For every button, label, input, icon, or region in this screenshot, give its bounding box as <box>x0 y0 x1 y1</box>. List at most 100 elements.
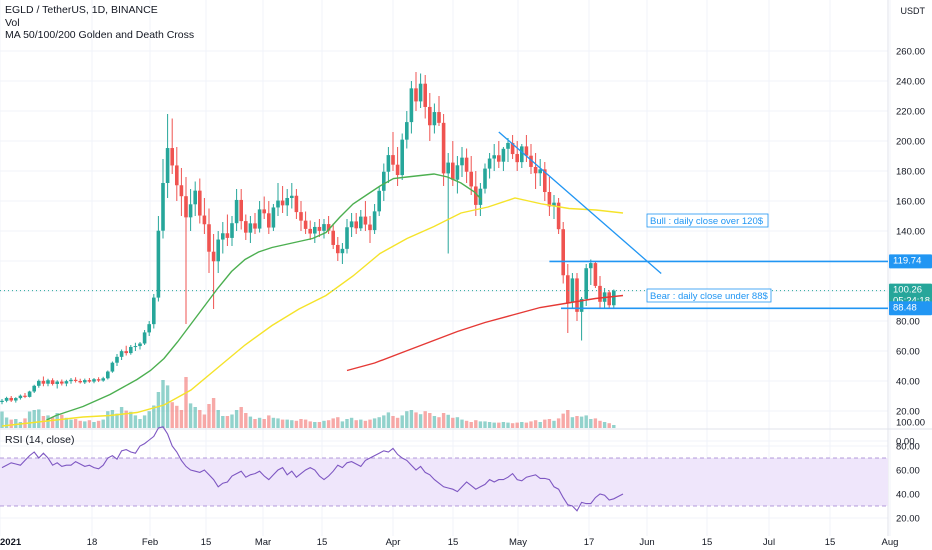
ma50-line <box>46 173 482 421</box>
candle-body <box>363 216 368 225</box>
candle-body <box>561 229 565 276</box>
volume-bar <box>547 419 552 428</box>
volume-bar <box>386 412 391 428</box>
volume-bar <box>441 413 446 428</box>
candle-body <box>547 192 552 207</box>
bull-annotation: Bull : daily close over 120$ <box>650 216 764 227</box>
candle-body <box>607 292 611 306</box>
volume-bar <box>598 420 602 428</box>
price-tick: 200.00 <box>896 137 925 148</box>
volume-bar <box>612 425 616 428</box>
candle-body <box>377 190 381 212</box>
candle-body <box>175 165 179 186</box>
price-tick: 260.00 <box>896 47 925 58</box>
volume-bar <box>593 418 598 428</box>
volume-bar <box>92 422 96 428</box>
annotations: Bull : daily close over 120$ Bear : daily… <box>0 131 888 310</box>
candle-body <box>115 356 119 363</box>
candle-body <box>147 324 151 333</box>
volume-bar <box>230 414 234 428</box>
volume-bar <box>115 413 119 428</box>
volume-bar <box>464 420 469 428</box>
volume-bar <box>267 415 271 428</box>
candle-body <box>92 379 96 382</box>
volume-bar <box>520 422 524 428</box>
candle-body <box>483 168 487 189</box>
volume-bar <box>9 419 13 428</box>
volume-bar <box>423 411 427 428</box>
volume-bar <box>359 419 363 428</box>
candle-body <box>193 190 197 205</box>
volume-bar <box>239 407 243 428</box>
candle-body <box>313 226 317 234</box>
candle-body <box>73 379 78 381</box>
symbol-title: EGLD / TetherUS, 1D, BINANCE <box>5 4 158 16</box>
candle-body <box>326 224 331 231</box>
price-tick: 160.00 <box>896 197 925 208</box>
candle-body <box>359 216 363 229</box>
volume-bar <box>64 417 69 428</box>
candle-body <box>253 223 257 229</box>
candle-body <box>336 244 340 254</box>
volume-bar <box>409 410 414 428</box>
candle-body <box>285 198 289 206</box>
volume-bars <box>0 377 616 428</box>
volume-bar <box>377 417 381 428</box>
volume-bar <box>253 419 257 428</box>
volume-bar <box>27 411 32 428</box>
candle-body <box>244 221 248 233</box>
candle-body <box>138 343 142 347</box>
candle-body <box>584 268 588 299</box>
volume-bar <box>510 423 515 428</box>
candle-body <box>188 204 193 218</box>
candle-body <box>340 248 345 254</box>
volume-bar <box>152 405 156 428</box>
candle-body <box>303 220 308 229</box>
candle-body <box>271 207 276 228</box>
volume-bar <box>147 411 151 428</box>
volume-bar <box>451 417 455 428</box>
volume-bar <box>543 419 547 428</box>
candle-body <box>423 83 427 107</box>
down-trendline <box>498 131 662 274</box>
volume-bar <box>368 419 372 428</box>
candle-body <box>170 148 174 166</box>
time-tick: Jun <box>639 537 654 548</box>
volume-bar <box>331 418 335 428</box>
candle-body <box>161 183 165 231</box>
candle-body <box>317 226 322 231</box>
candle-body <box>18 395 23 399</box>
candle-body <box>179 185 184 197</box>
volume-bar <box>4 417 9 428</box>
bear-annotation: Bear : daily close under 88$ <box>650 291 768 302</box>
volume-bar <box>257 417 262 428</box>
candle-body <box>428 106 432 126</box>
volume-bar <box>529 421 533 428</box>
candle-body <box>27 391 32 397</box>
candle-body <box>395 164 400 176</box>
volume-bar <box>156 392 161 428</box>
candle-body <box>501 148 506 162</box>
candle-body <box>487 158 492 169</box>
volume-bar <box>124 410 128 428</box>
volume-bar <box>248 416 253 428</box>
current-price-badge: 05:24:18 <box>893 296 930 307</box>
candle-body <box>520 146 524 163</box>
volume-bar <box>129 411 133 428</box>
candle-body <box>202 215 207 225</box>
candle-body <box>216 239 220 262</box>
volume-bar <box>524 422 529 428</box>
volume-bar <box>96 420 101 428</box>
volume-bar <box>515 422 519 428</box>
volume-bar <box>303 419 308 428</box>
time-tick: 15 <box>702 537 713 548</box>
candle-body <box>349 221 354 228</box>
volume-bar <box>317 422 322 428</box>
candle-body <box>409 88 414 123</box>
volume-bar <box>294 420 299 428</box>
candle-body <box>368 224 372 231</box>
candle-body <box>598 285 602 302</box>
volume-bar <box>202 414 207 428</box>
candle-body <box>579 298 584 312</box>
